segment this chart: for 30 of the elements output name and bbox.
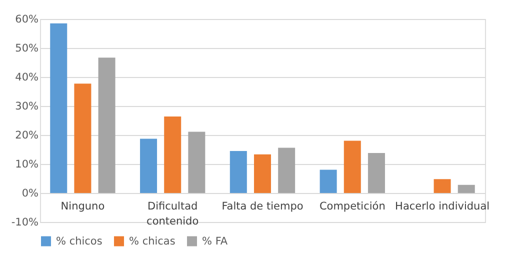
bar — [188, 132, 206, 193]
legend-label: % FA — [202, 235, 228, 248]
bar — [50, 23, 68, 193]
x-tick-label: Competición — [319, 200, 386, 212]
y-tick-label: 30% — [15, 100, 39, 112]
bar — [164, 116, 182, 193]
y-tick-label: 60% — [15, 14, 39, 26]
bar — [230, 150, 247, 193]
x-tick-label: Hacerlo individual — [395, 200, 490, 212]
bar — [458, 184, 475, 193]
x-tick-label: Falta de tiempo — [222, 200, 304, 212]
y-tick-label: 40% — [15, 72, 39, 84]
y-tick-label: 50% — [15, 42, 39, 54]
bar — [98, 58, 116, 193]
y-tick-label: -10% — [11, 216, 39, 228]
legend-label: % chicas — [129, 235, 176, 248]
y-tick-label: 20% — [15, 130, 39, 142]
bar — [278, 148, 296, 193]
x-tick-label: Dificultad contenido — [146, 200, 199, 228]
bar — [74, 84, 92, 193]
x-tick-label: Ninguno — [60, 200, 105, 212]
legend-label: % chicos — [56, 235, 102, 248]
bar — [434, 179, 451, 193]
bar — [368, 152, 385, 193]
bar — [320, 170, 337, 193]
y-tick-label: 0% — [22, 188, 39, 200]
y-tick-label: 10% — [15, 158, 39, 170]
bar — [254, 154, 271, 193]
bar — [140, 138, 158, 193]
bar — [344, 140, 361, 193]
